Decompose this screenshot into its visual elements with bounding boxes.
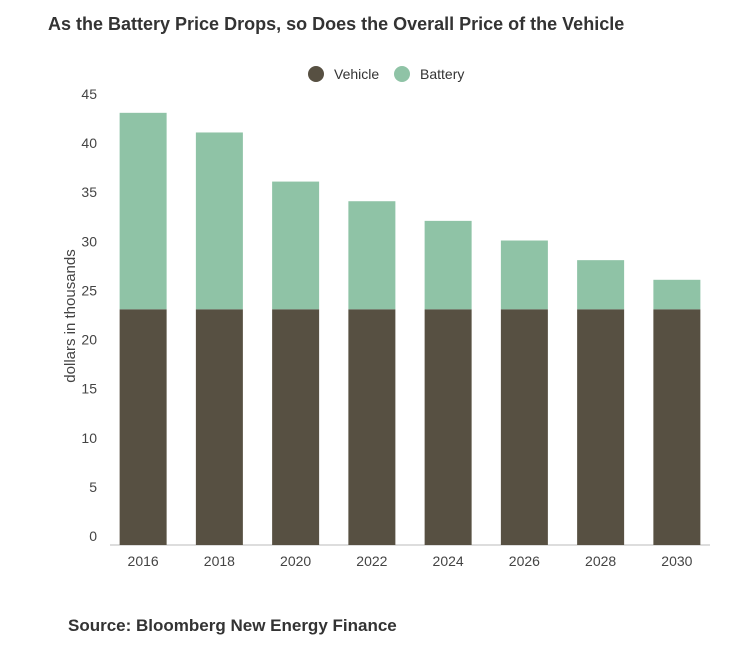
bar-vehicle-2028 xyxy=(577,309,625,545)
bar-vehicle-2026 xyxy=(500,309,548,545)
y-tick-label: 45 xyxy=(81,86,97,102)
x-tick-label: 2018 xyxy=(204,553,235,569)
bar-battery-2016 xyxy=(119,112,167,310)
y-tick-label: 40 xyxy=(81,135,97,151)
bar-vehicle-2020 xyxy=(272,309,320,545)
bar-battery-2028 xyxy=(577,260,625,310)
y-tick-label: 15 xyxy=(81,381,97,397)
y-tick-label: 30 xyxy=(81,233,97,249)
y-tick-label: 20 xyxy=(81,332,97,348)
legend: Vehicle Battery xyxy=(308,66,464,82)
bar-battery-2022 xyxy=(348,201,396,310)
x-axis-ticks: 2016 2018 2020 2022 2024 2026 2028 2030 xyxy=(128,553,693,569)
bar-battery-2018 xyxy=(195,132,243,310)
y-tick-label: 10 xyxy=(81,430,97,446)
bar-battery-2026 xyxy=(500,240,548,310)
y-tick-label: 5 xyxy=(89,479,97,495)
bar-vehicle-2030 xyxy=(653,309,701,545)
x-tick-label: 2026 xyxy=(509,553,540,569)
chart-title: As the Battery Price Drops, so Does the … xyxy=(48,14,625,34)
bar-vehicle-2022 xyxy=(348,309,396,545)
x-tick-label: 2022 xyxy=(356,553,387,569)
x-tick-label: 2024 xyxy=(433,553,464,569)
bar-battery-2030 xyxy=(653,279,701,310)
y-axis-label: dollars in thousands xyxy=(62,249,79,382)
source-note: Source: Bloomberg New Energy Finance xyxy=(68,616,397,635)
x-tick-label: 2030 xyxy=(661,553,692,569)
bar-vehicle-2016 xyxy=(119,309,167,545)
y-tick-label: 35 xyxy=(81,184,97,200)
bars xyxy=(119,112,701,545)
bar-battery-2020 xyxy=(272,181,320,310)
bar-vehicle-2024 xyxy=(424,309,472,545)
legend-swatch-vehicle xyxy=(308,66,324,82)
legend-label-vehicle: Vehicle xyxy=(334,66,379,82)
bar-battery-2024 xyxy=(424,220,472,310)
y-tick-label: 25 xyxy=(81,282,97,298)
legend-swatch-battery xyxy=(394,66,410,82)
y-tick-label: 0 xyxy=(89,528,97,544)
x-tick-label: 2020 xyxy=(280,553,311,569)
x-tick-label: 2016 xyxy=(128,553,159,569)
legend-label-battery: Battery xyxy=(420,66,464,82)
x-tick-label: 2028 xyxy=(585,553,616,569)
y-axis-ticks: 0 5 10 15 20 25 30 35 40 45 xyxy=(81,86,97,544)
bar-vehicle-2018 xyxy=(195,309,243,545)
